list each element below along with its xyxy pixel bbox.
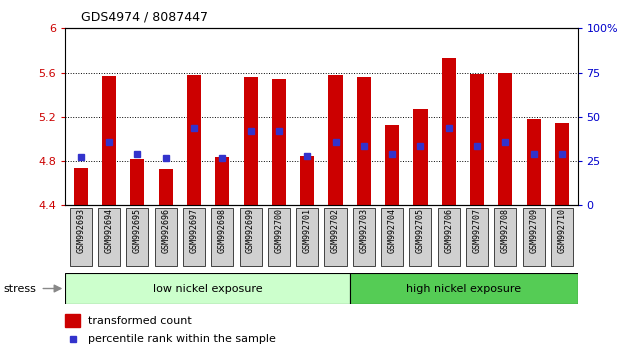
- FancyBboxPatch shape: [466, 208, 488, 267]
- Bar: [65, 314, 80, 327]
- FancyBboxPatch shape: [350, 273, 578, 304]
- Bar: [555, 124, 569, 205]
- FancyBboxPatch shape: [126, 208, 148, 267]
- FancyBboxPatch shape: [353, 208, 375, 267]
- FancyBboxPatch shape: [70, 208, 92, 267]
- FancyBboxPatch shape: [325, 208, 347, 267]
- Text: GSM992699: GSM992699: [246, 208, 255, 253]
- FancyBboxPatch shape: [240, 208, 261, 267]
- FancyBboxPatch shape: [268, 208, 290, 267]
- Text: GSM992710: GSM992710: [558, 208, 566, 253]
- FancyBboxPatch shape: [409, 208, 432, 267]
- Bar: [158, 169, 173, 205]
- Text: GSM992696: GSM992696: [161, 208, 170, 253]
- FancyBboxPatch shape: [65, 273, 350, 304]
- FancyBboxPatch shape: [381, 208, 403, 267]
- Bar: [243, 77, 258, 205]
- Text: high nickel exposure: high nickel exposure: [406, 284, 521, 293]
- Bar: [130, 159, 145, 205]
- Text: GSM992706: GSM992706: [444, 208, 453, 253]
- Bar: [470, 74, 484, 205]
- Text: GDS4974 / 8087447: GDS4974 / 8087447: [81, 11, 208, 24]
- Text: GSM992707: GSM992707: [473, 208, 481, 253]
- Text: GSM992708: GSM992708: [501, 208, 510, 253]
- Text: percentile rank within the sample: percentile rank within the sample: [88, 334, 276, 344]
- FancyBboxPatch shape: [211, 208, 233, 267]
- Bar: [102, 76, 116, 205]
- Bar: [215, 157, 229, 205]
- FancyBboxPatch shape: [551, 208, 573, 267]
- Bar: [527, 119, 541, 205]
- Text: GSM992697: GSM992697: [189, 208, 199, 253]
- Text: GSM992705: GSM992705: [416, 208, 425, 253]
- FancyBboxPatch shape: [494, 208, 517, 267]
- Bar: [498, 73, 512, 205]
- Text: GSM992702: GSM992702: [331, 208, 340, 253]
- Text: GSM992701: GSM992701: [302, 208, 312, 253]
- FancyBboxPatch shape: [438, 208, 460, 267]
- Text: GSM992693: GSM992693: [76, 208, 85, 253]
- Text: GSM992694: GSM992694: [104, 208, 114, 253]
- FancyBboxPatch shape: [183, 208, 205, 267]
- Text: GSM992709: GSM992709: [529, 208, 538, 253]
- Text: transformed count: transformed count: [88, 316, 191, 326]
- FancyBboxPatch shape: [155, 208, 177, 267]
- Bar: [187, 75, 201, 205]
- Text: GSM992695: GSM992695: [133, 208, 142, 253]
- Text: stress: stress: [3, 284, 36, 293]
- Text: low nickel exposure: low nickel exposure: [153, 284, 262, 293]
- Bar: [414, 109, 427, 205]
- Bar: [442, 58, 456, 205]
- Text: GSM992700: GSM992700: [274, 208, 283, 253]
- Text: GSM992698: GSM992698: [218, 208, 227, 253]
- Text: GSM992704: GSM992704: [388, 208, 397, 253]
- FancyBboxPatch shape: [98, 208, 120, 267]
- FancyBboxPatch shape: [523, 208, 545, 267]
- Bar: [329, 75, 343, 205]
- Bar: [74, 168, 88, 205]
- Bar: [272, 79, 286, 205]
- FancyBboxPatch shape: [296, 208, 318, 267]
- Bar: [385, 125, 399, 205]
- Bar: [300, 155, 314, 205]
- Text: GSM992703: GSM992703: [360, 208, 368, 253]
- Bar: [356, 77, 371, 205]
